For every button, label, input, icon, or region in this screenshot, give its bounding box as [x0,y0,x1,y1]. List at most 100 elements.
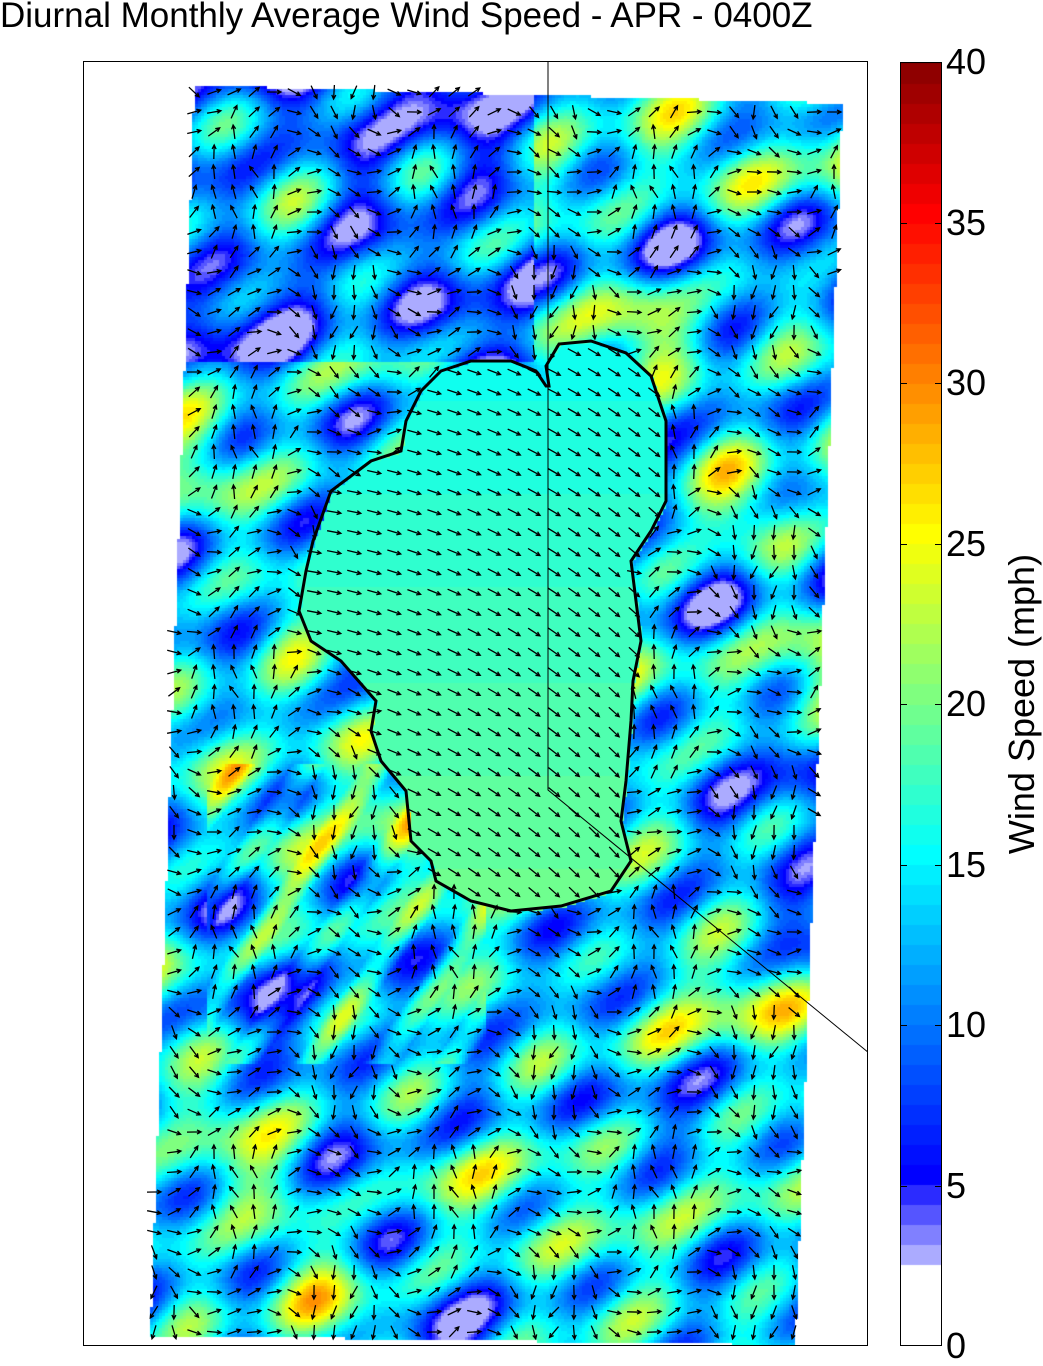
wind-arrow [487,827,502,837]
wind-arrow [771,1245,778,1260]
wind-arrow [507,1028,522,1037]
wind-arrow [407,89,423,96]
wind-arrow [288,1046,300,1059]
wind-arrow [547,487,562,497]
wind-arrow [311,785,318,800]
wind-arrow [747,449,762,456]
wind-arrow [207,1127,222,1136]
wind-arrow [627,1087,642,1097]
wind-arrow [571,1324,577,1341]
wind-arrow [448,1086,461,1098]
wind-arrow [508,847,521,858]
wind-arrow [751,265,758,281]
wind-arrow [288,926,301,938]
wind-arrow [807,787,822,797]
wind-arrow [671,463,677,480]
wind-arrow [770,285,777,301]
wind-arrow [547,927,562,937]
wind-arrow [272,1203,278,1220]
wind-arrow [651,643,657,660]
wind-arrow [527,488,542,496]
wind-arrow [186,749,203,755]
wind-arrow [751,1005,758,1021]
wind-arrow [348,926,361,938]
wind-arrow [707,968,722,976]
wind-arrow [467,548,482,556]
wind-arrow [286,489,303,495]
wind-arrow [769,366,780,379]
wind-arrow [747,228,762,236]
wind-arrow [487,268,502,276]
wind-arrow [407,549,422,556]
wind-arrow [286,649,303,655]
wind-arrow [628,507,641,518]
wind-arrow [371,844,377,861]
wind-arrow [630,964,638,979]
wind-arrow [588,746,601,758]
wind-arrow [769,125,779,139]
wind-arrow [427,548,442,556]
wind-arrow [671,1203,677,1220]
wind-arrow [387,1128,403,1135]
colorbar-tick-mark [900,543,907,545]
wind-arrow [608,607,621,618]
wind-arrow [387,549,403,556]
wind-arrow [250,724,258,739]
wind-arrow [786,209,803,215]
wind-arrow [651,143,657,160]
wind-arrow [750,545,757,560]
wind-arrow [791,844,797,861]
wind-arrow [571,1004,578,1021]
wind-arrow [187,1108,202,1116]
wind-arrow [666,569,683,575]
wind-arrow [387,888,402,896]
wind-arrow [670,224,678,239]
wind-arrow [230,664,238,679]
wind-arrow [248,1105,260,1118]
wind-arrow [626,329,643,335]
wind-arrow [771,344,778,361]
wind-arrow [586,1149,603,1156]
wind-arrow [467,408,482,416]
wind-arrow [370,345,378,360]
wind-arrow [810,184,818,199]
wind-arrow [448,1185,459,1198]
wind-arrow [306,229,323,235]
wind-arrow [787,648,802,656]
wind-arrow [387,668,402,676]
wind-arrow [589,1265,599,1280]
wind-arrow [271,464,278,479]
wind-arrow [507,448,522,456]
wind-arrow [487,787,502,797]
wind-arrow [307,648,322,656]
wind-arrow [607,207,622,217]
wind-arrow [649,585,660,598]
wind-arrow [771,1004,777,1021]
wind-arrow [631,903,637,920]
wind-arrow [389,806,400,819]
wind-arrow [730,845,738,860]
wind-arrow [547,647,561,657]
wind-arrow [487,128,503,135]
wind-arrow [591,325,598,341]
wind-arrow [167,989,183,996]
wind-arrow [608,686,621,698]
wind-arrow [251,143,258,159]
wind-arrow [692,183,698,200]
wind-arrow [448,1205,459,1218]
wind-arrow [228,766,241,777]
wind-arrow [206,549,223,555]
wind-arrow [768,146,781,158]
wind-arrow [507,208,523,215]
wind-arrow [791,605,798,621]
wind-arrow [751,1104,757,1121]
wind-arrow [189,1205,200,1218]
wind-arrow [450,1164,458,1179]
wind-arrow [548,747,561,758]
wind-arrow [288,686,301,698]
wind-arrow [229,745,240,758]
wind-arrow [488,166,501,178]
wind-arrow [367,409,383,416]
wind-arrow [370,805,377,821]
wind-arrow [267,1128,282,1136]
